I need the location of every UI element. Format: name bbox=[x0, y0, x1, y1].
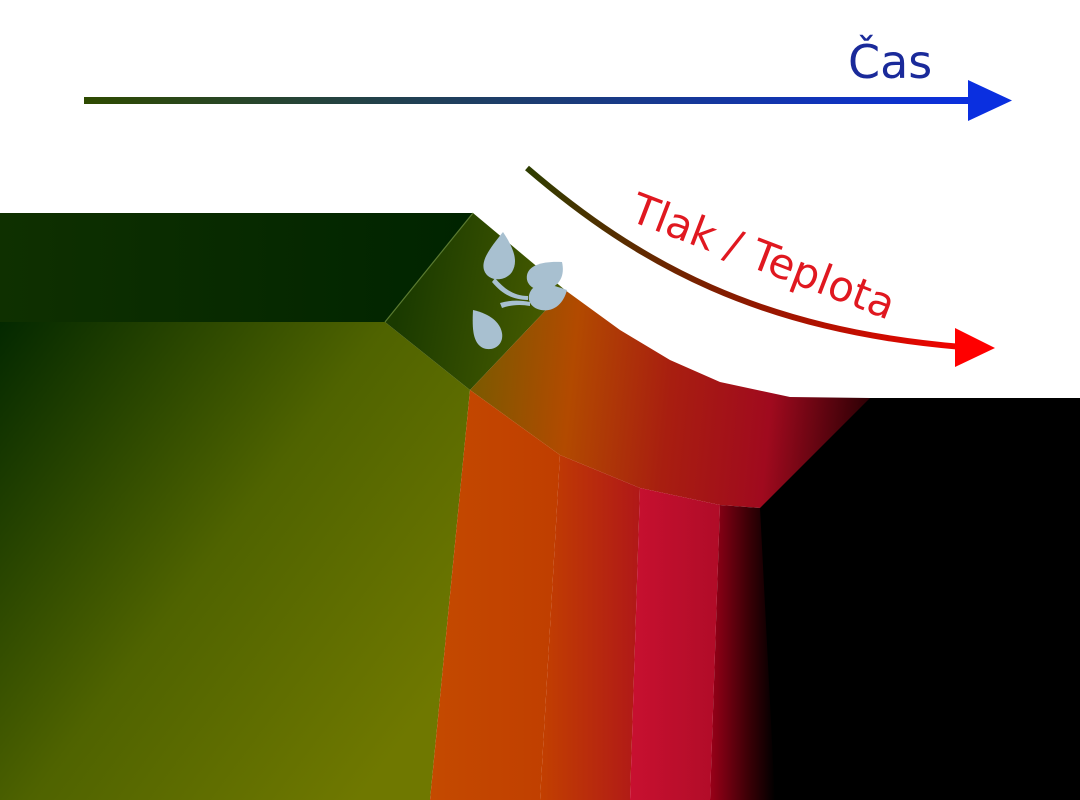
pt-arrow-head bbox=[955, 328, 995, 367]
front-olive-layer bbox=[0, 322, 470, 800]
slope-layer bbox=[470, 290, 870, 508]
water-drop-stem-2 bbox=[500, 300, 530, 308]
edge-highlight bbox=[384, 212, 474, 323]
pt-arrow-curve bbox=[525, 165, 963, 350]
red-band bbox=[630, 488, 720, 800]
water-drop-4 bbox=[472, 310, 503, 350]
orange-red-band bbox=[540, 455, 640, 800]
layer-block bbox=[0, 212, 1080, 800]
bevel-green-layer bbox=[385, 213, 565, 390]
black-core bbox=[760, 398, 1080, 800]
time-arrow-head bbox=[968, 80, 1012, 121]
water-drop-1 bbox=[483, 232, 515, 280]
time-arrow bbox=[84, 80, 1012, 121]
pressure-temperature-arrow bbox=[525, 165, 995, 367]
water-drop-stem-1 bbox=[492, 278, 528, 300]
water-drop-2 bbox=[526, 261, 563, 291]
top-dark-layer bbox=[0, 213, 473, 322]
time-label: Čas bbox=[848, 34, 932, 89]
orange-band bbox=[430, 390, 560, 800]
time-arrow-shaft bbox=[84, 97, 974, 104]
dark-red-band bbox=[710, 505, 775, 800]
water-drops-icon bbox=[472, 232, 567, 350]
water-drop-3 bbox=[528, 284, 567, 311]
